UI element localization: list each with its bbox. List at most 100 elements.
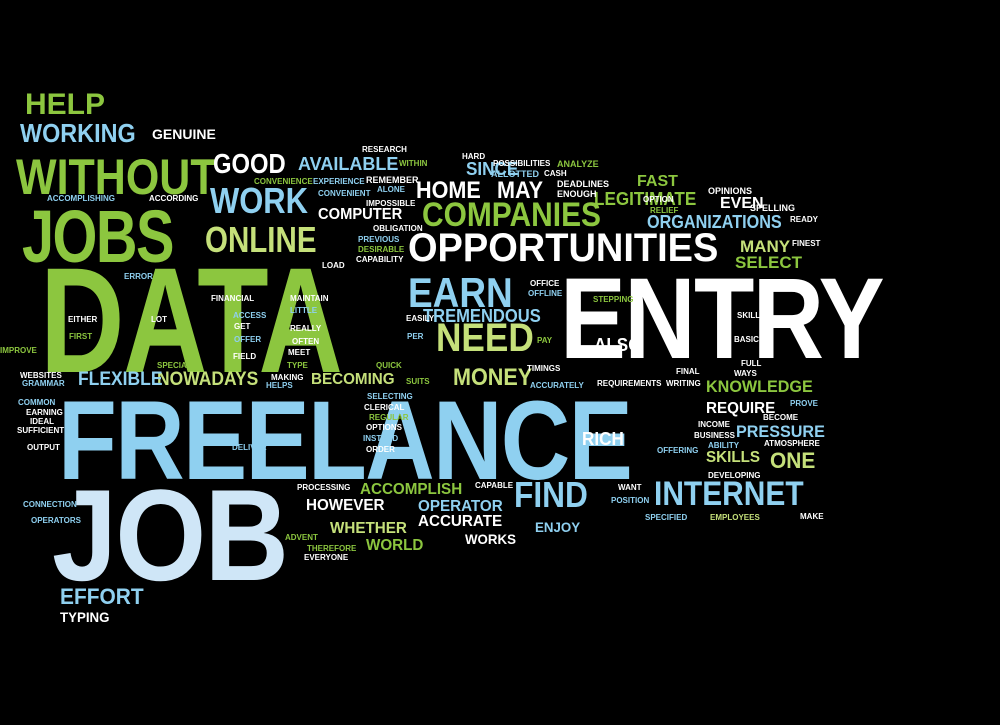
word-sufficient: SUFFICIENT [17,426,65,435]
word-need: NEED [436,316,534,360]
word-common: COMMON [18,398,56,407]
word-offering: OFFERING [657,446,699,455]
word-job: JOB [52,462,289,608]
word-make: MAKE [800,512,824,521]
word-remember: REMEMBER [366,175,419,185]
word-accurate: ACCURATE [418,513,503,530]
word-option: OPTION [643,195,674,204]
word-previous: PREVIOUS [358,235,400,244]
word-online: ONLINE [205,219,317,260]
word-impossible: IMPOSSIBLE [366,199,416,208]
word-prove: PROVE [790,399,819,408]
word-internet: INTERNET [654,475,804,513]
word-works: WORKS [465,531,516,547]
word-ready: READY [790,215,819,224]
word-websites: WEBSITES [20,371,62,380]
word-stepping: STEPPING [593,295,634,304]
word-often: OFTEN [292,337,320,346]
word-good: GOOD [213,148,286,179]
word-deadlines: DEADLINES [557,179,610,189]
word-operators: OPERATORS [31,516,81,525]
word-office: OFFICE [530,279,560,288]
word-convenient: CONVENIENT [318,189,371,198]
word-output: OUTPUT [27,443,60,452]
word-rich: RICH [582,429,624,449]
word-making: MAKING [271,373,304,382]
word-clerical: CLERICAL [364,403,405,412]
word-opportunities: OPPORTUNITIES [408,226,719,270]
word-helps: HELPS [266,381,293,390]
word-work: WORK [210,180,309,221]
word-earning: EARNING [26,408,63,417]
word-world: WORLD [366,537,424,554]
word-hard: HARD [462,152,486,161]
word-relief: RELIEF [650,206,679,215]
word-find: FIND [514,474,588,515]
word-fast: FAST [637,173,678,190]
word-want: WANT [618,483,642,492]
word-final: FINAL [676,367,700,376]
word-without: WITHOUT [16,149,217,205]
word-desirable: DESIRABLE [358,245,405,254]
word-meet: MEET [288,348,311,357]
word-data: DATA [40,236,343,404]
word-suits: SUITS [406,377,430,386]
word-order: ORDER [366,445,395,454]
word-capable: CAPABLE [475,481,514,490]
word-writing: WRITING [666,379,701,388]
word-available: AVAILABLE [298,154,399,174]
word-grammar: GRAMMAR [22,379,65,388]
word-jobs: JOBS [22,195,174,278]
word-per: PER [407,332,424,341]
word-get: GET [234,322,251,331]
word-access: ACCESS [233,311,267,320]
word-since: SINCE [466,159,519,179]
word-quick: QUICK [376,361,402,370]
word-ability: ABILITY [708,441,740,450]
word-instead: INSTEAD [363,434,399,443]
word-skills: SKILLS [706,449,761,466]
word-tremendous: TREMENDOUS [423,306,541,326]
word-experience: EXPERIENCE [313,177,365,186]
word-everyone: EVERYONE [304,553,349,562]
word-advent: ADVENT [285,533,318,542]
word-special: SPECIAL [157,361,192,370]
word-offer: OFFER [234,335,262,344]
word-processing: PROCESSING [297,483,351,492]
word-flexible: FLEXIBLE [78,369,163,390]
word-whether: WHETHER [330,520,407,537]
word-within: WITHIN [399,159,428,168]
word-many: MANY [740,237,791,256]
word-companies: COMPANIES [422,196,601,234]
word-require: REQUIRE [706,400,776,417]
word-pay: PAY [537,336,553,345]
word-organizations: ORGANIZATIONS [647,212,782,232]
word-money: MONEY [453,364,533,391]
word-cash: CASH [544,169,567,178]
word-options: OPTIONS [366,423,403,432]
word-convenience: CONVENIENCE [254,177,313,186]
word-even: EVEN [720,195,764,212]
word-also: ALSO [594,335,642,355]
word-lot: LOT [151,315,167,324]
word-deliver: DELIVER [232,443,267,452]
word-little: LITTLE [290,306,318,315]
word-freelance: FREELANCE [58,378,633,503]
word-type: TYPE [287,361,308,370]
word-accurately: ACCURATELY [530,381,584,390]
word-skill: SKILL [737,311,761,320]
word-finest: FINEST [792,239,821,248]
word-may: MAY [497,177,544,204]
word-operator: OPERATOR [418,498,503,515]
word-becoming: BECOMING [311,371,395,388]
word-allotted: ALLOTTED [491,169,539,179]
word-according: ACCORDING [149,194,199,203]
word-either: EITHER [68,315,98,324]
word-analyze: ANALYZE [557,159,599,169]
word-selecting: SELECTING [367,392,413,401]
word-income: INCOME [698,420,730,429]
word-entry: ENTRY [560,255,885,383]
word-easily: EASILY [406,314,435,323]
word-field: FIELD [233,352,257,361]
